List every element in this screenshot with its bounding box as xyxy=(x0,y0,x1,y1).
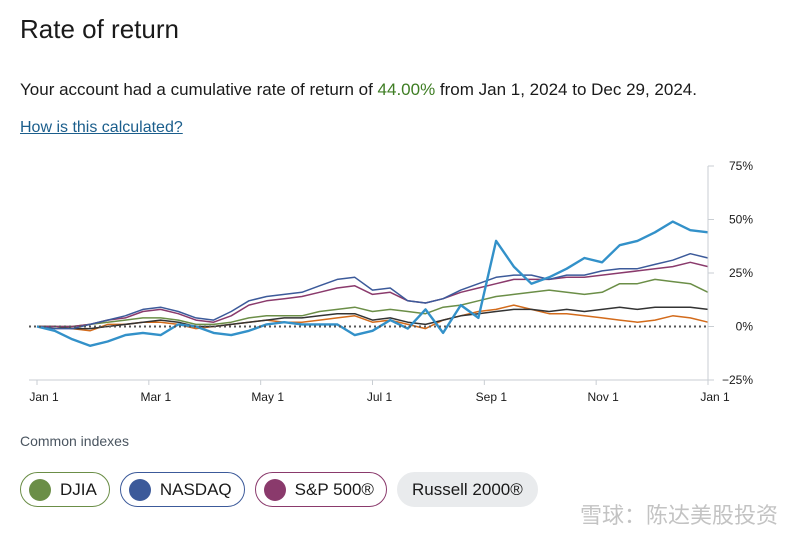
index-chip-russell2000[interactable]: Russell 2000® xyxy=(396,472,538,507)
chip-label-djia: DJIA xyxy=(60,479,97,499)
y-tick-label: 50% xyxy=(729,213,753,227)
return-summary: Your account had a cumulative rate of re… xyxy=(20,80,697,100)
watermark: 雪球：陈达美股投资 xyxy=(579,503,778,528)
index-chip-djia[interactable]: DJIA xyxy=(20,472,110,507)
series-line-2 xyxy=(36,252,709,330)
x-tick-label: Jan 1 xyxy=(29,390,59,404)
y-tick-label: 25% xyxy=(729,266,753,280)
x-tick-label: Mar 1 xyxy=(140,390,171,404)
summary-suffix: from Jan 1, 2024 to Dec 29, 2024. xyxy=(435,80,697,99)
nasdaq-color-dot xyxy=(128,478,151,501)
x-tick-label: Nov 1 xyxy=(587,390,619,404)
chip-label-sp500: S&P 500® xyxy=(294,479,374,499)
series-line-3 xyxy=(37,261,709,328)
chip-label-nasdaq: NASDAQ xyxy=(159,479,232,499)
series-line-5 xyxy=(37,306,709,330)
how-calculated-link[interactable]: How is this calculated? xyxy=(20,119,183,136)
x-tick-label: Sep 1 xyxy=(476,390,508,404)
djia-color-dot xyxy=(29,478,51,501)
x-tick-label: May 1 xyxy=(251,390,284,404)
rate-of-return-chart: 75% 50% 25% 0% −25% Jan 1 Mar 1 May 1 Jul 1 Sep 1… xyxy=(29,159,754,404)
y-tick-label: 0% xyxy=(736,320,754,334)
y-tick-label: −25% xyxy=(722,373,753,387)
x-tick-label: Jan 1 xyxy=(700,390,730,404)
page-title: Rate of return xyxy=(20,14,179,44)
summary-prefix: Your account had a cumulative rate of re… xyxy=(20,80,378,99)
x-tick-label: Jul 1 xyxy=(367,390,393,404)
common-indexes-heading: Common indexes xyxy=(20,433,129,449)
index-chip-sp500[interactable]: S&P 500® xyxy=(254,472,387,507)
chip-label-russell2000: Russell 2000® xyxy=(411,479,523,499)
series-line-1 xyxy=(36,220,709,347)
series-line-4 xyxy=(37,278,709,328)
index-chips: DJIA NASDAQ S&P 500® Russell 2000® xyxy=(20,472,538,507)
index-chip-nasdaq[interactable]: NASDAQ xyxy=(119,472,245,507)
y-tick-label: 75% xyxy=(729,159,753,173)
sp500-color-dot xyxy=(263,478,286,501)
cumulative-return-value: 44.00% xyxy=(377,80,436,99)
